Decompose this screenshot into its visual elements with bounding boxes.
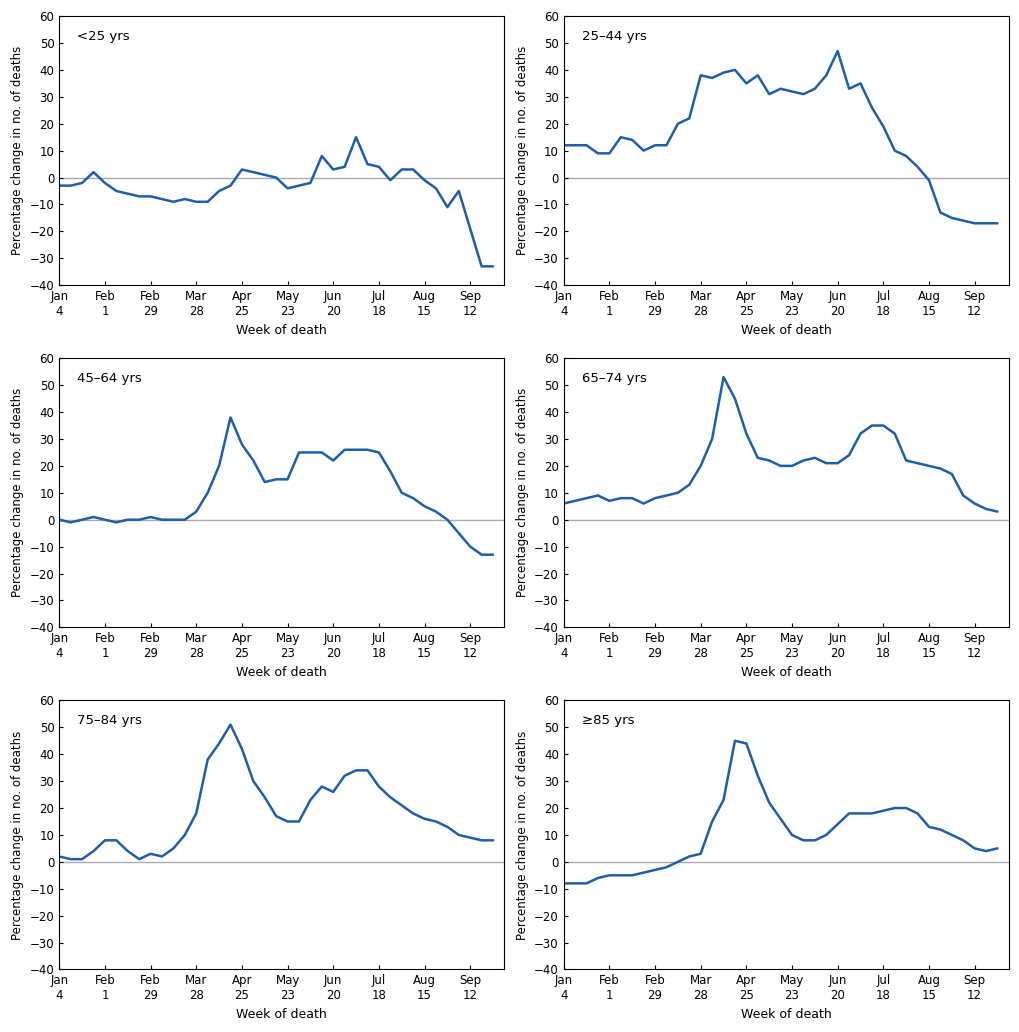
Y-axis label: Percentage change in no. of deaths: Percentage change in no. of deaths	[11, 46, 24, 255]
Text: ≥85 yrs: ≥85 yrs	[581, 714, 634, 727]
Y-axis label: Percentage change in no. of deaths: Percentage change in no. of deaths	[515, 731, 528, 939]
X-axis label: Week of death: Week of death	[740, 666, 830, 679]
X-axis label: Week of death: Week of death	[236, 1008, 327, 1021]
X-axis label: Week of death: Week of death	[236, 666, 327, 679]
Y-axis label: Percentage change in no. of deaths: Percentage change in no. of deaths	[515, 388, 528, 598]
Y-axis label: Percentage change in no. of deaths: Percentage change in no. of deaths	[11, 731, 24, 939]
Text: 45–64 yrs: 45–64 yrs	[77, 372, 142, 385]
Y-axis label: Percentage change in no. of deaths: Percentage change in no. of deaths	[11, 388, 24, 598]
X-axis label: Week of death: Week of death	[740, 1008, 830, 1021]
Text: 75–84 yrs: 75–84 yrs	[77, 714, 142, 727]
X-axis label: Week of death: Week of death	[236, 324, 327, 336]
Text: 25–44 yrs: 25–44 yrs	[581, 30, 646, 42]
Text: 65–74 yrs: 65–74 yrs	[581, 372, 646, 385]
X-axis label: Week of death: Week of death	[740, 324, 830, 336]
Text: <25 yrs: <25 yrs	[77, 30, 129, 42]
Y-axis label: Percentage change in no. of deaths: Percentage change in no. of deaths	[515, 46, 528, 255]
